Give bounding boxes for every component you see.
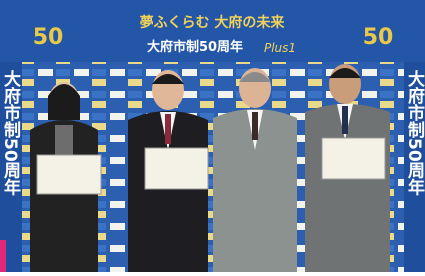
certificate bbox=[37, 155, 101, 194]
tagline: Plus1 bbox=[264, 41, 296, 55]
certificate bbox=[145, 148, 208, 189]
side-text: 大府市制50周年 bbox=[404, 69, 425, 197]
logo: 50 bbox=[33, 25, 64, 50]
title: 大府市制50周年 bbox=[147, 39, 243, 55]
photo: 50 50 夢ふくらむ 大府の未来 大府市制50周年 Plus1 大府市制50周… bbox=[0, 0, 425, 272]
logo: 50 bbox=[363, 25, 394, 50]
corner bbox=[0, 240, 6, 272]
slogan: 夢ふくらむ 大府の未来 bbox=[140, 14, 286, 31]
side-text: 大府市制50周年 bbox=[0, 69, 21, 197]
certificate bbox=[322, 138, 385, 179]
